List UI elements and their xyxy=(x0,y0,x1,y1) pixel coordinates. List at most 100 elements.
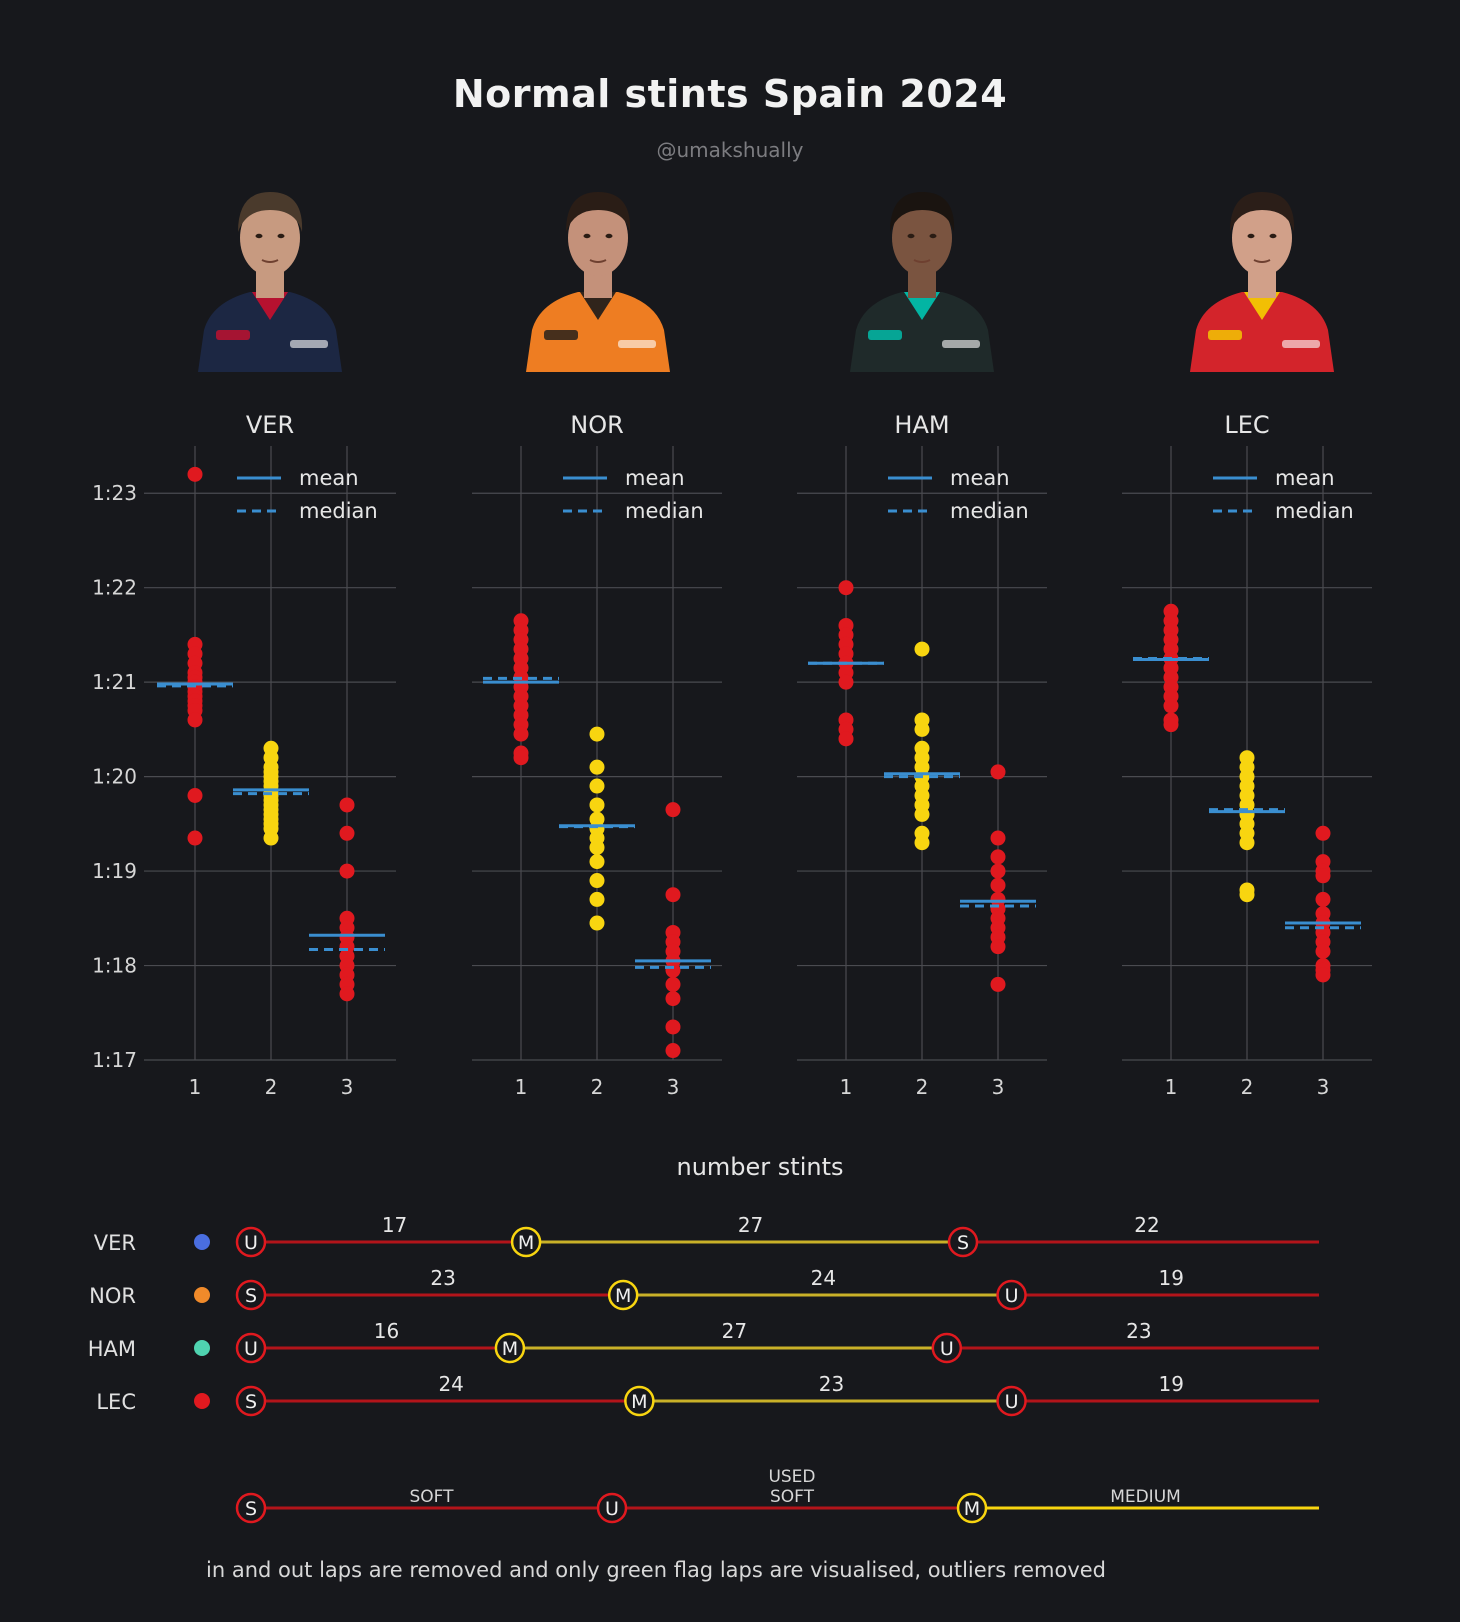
portrait-suit xyxy=(850,292,994,372)
stint-laps-label: 24 xyxy=(438,1372,463,1396)
lap-point xyxy=(589,873,605,889)
lap-point xyxy=(914,721,930,737)
portrait-sponsor-patch xyxy=(1208,330,1242,340)
lap-point xyxy=(187,712,203,728)
x-tick-label: 2 xyxy=(1241,1075,1254,1099)
portrait-sponsor-patch xyxy=(544,330,578,340)
lap-point xyxy=(914,835,930,851)
stint-laps-label: 22 xyxy=(1134,1213,1159,1237)
compound-marker xyxy=(996,1279,1027,1311)
portrait-sponsor-patch xyxy=(618,340,656,348)
lap-point xyxy=(990,830,1006,846)
lap-point xyxy=(513,750,529,766)
portrait-face xyxy=(1232,200,1292,276)
lap-point xyxy=(665,962,681,978)
lap-point xyxy=(990,939,1006,955)
compound-marker xyxy=(510,1226,542,1258)
driver-portrait-ham xyxy=(850,192,994,372)
compound-marker xyxy=(607,1279,639,1311)
lap-point xyxy=(990,849,1006,865)
lap-point xyxy=(1315,891,1331,907)
portrait-eye xyxy=(583,233,591,239)
portrait-sponsor-patch xyxy=(868,330,902,340)
compound-marker-label: M xyxy=(615,1285,631,1307)
x-tick-label: 2 xyxy=(916,1075,929,1099)
portrait-hair xyxy=(1230,192,1295,232)
lap-point xyxy=(990,764,1006,780)
x-tick-label: 3 xyxy=(667,1075,680,1099)
lap-point xyxy=(1163,717,1179,733)
x-tick-label: 3 xyxy=(1317,1075,1330,1099)
chart-panel-ver: VER 1:17 1:18 1:19 1:20 1:21 1:22 1:23 1 2 3 mean me… xyxy=(92,411,396,1099)
stint-row-driver: VER xyxy=(94,1231,136,1255)
legend-mean-label: mean xyxy=(1275,466,1335,490)
stint-laps-label: 16 xyxy=(374,1319,399,1343)
driver-portrait-lec xyxy=(1190,192,1334,372)
portrait-sponsor-patch xyxy=(290,340,328,348)
stint-row-driver: HAM xyxy=(88,1337,136,1361)
panel-title: VER xyxy=(246,411,294,439)
compound-marker xyxy=(947,1226,979,1258)
portrait-sponsor-patch xyxy=(216,330,250,340)
portrait-collar xyxy=(904,292,940,320)
x-tick-label: 1 xyxy=(189,1075,202,1099)
compound-legend-marker xyxy=(235,1492,267,1524)
x-tick-label: 1 xyxy=(515,1075,528,1099)
driver-color-dot xyxy=(194,1287,210,1303)
chart-panel-ham: HAM 1 2 3 mean median xyxy=(797,411,1047,1099)
lap-point xyxy=(513,726,529,742)
stint-laps-label: 23 xyxy=(819,1372,844,1396)
stint-laps-label: 24 xyxy=(811,1266,836,1290)
y-tick-label: 1:22 xyxy=(92,576,137,600)
portrait-hair xyxy=(238,192,303,232)
stint-laps-label: 19 xyxy=(1159,1372,1184,1396)
portrait-suit xyxy=(198,292,342,372)
stint-laps-label: 27 xyxy=(722,1319,747,1343)
driver-color-dot xyxy=(194,1340,210,1356)
lap-point xyxy=(838,731,854,747)
compound-marker-label: M xyxy=(502,1338,518,1360)
portrait-mouth xyxy=(913,259,931,263)
lap-point xyxy=(589,797,605,813)
lap-point xyxy=(263,830,279,846)
driver-color-dot xyxy=(194,1393,210,1409)
portrait-eye xyxy=(277,233,285,239)
lap-point xyxy=(990,877,1006,893)
stint-row-driver: NOR xyxy=(89,1284,136,1308)
lap-point xyxy=(990,863,1006,879)
portrait-face xyxy=(568,200,628,276)
portrait-eye xyxy=(907,233,915,239)
portrait-face xyxy=(892,200,952,276)
lap-point xyxy=(665,976,681,992)
x-tick-label: 3 xyxy=(992,1075,1005,1099)
compound-marker-label: S xyxy=(245,1391,257,1413)
compound-marker-label: U xyxy=(244,1232,258,1254)
chart-panel-nor: NOR 1 2 3 mean median xyxy=(472,411,722,1099)
stint-bars-title: number stints xyxy=(676,1153,843,1181)
lap-point xyxy=(589,915,605,931)
x-tick-label: 2 xyxy=(591,1075,604,1099)
compound-marker-label: M xyxy=(518,1232,534,1254)
lap-point xyxy=(589,778,605,794)
stint-laps-label: 23 xyxy=(430,1266,455,1290)
stint-row-driver: LEC xyxy=(96,1390,136,1414)
stint-laps-label: 23 xyxy=(1126,1319,1151,1343)
lap-point xyxy=(589,891,605,907)
compound-legend-label: SOFT xyxy=(770,1487,815,1507)
portrait-suit xyxy=(526,292,670,372)
compound-marker-label: M xyxy=(631,1391,647,1413)
lap-point xyxy=(589,726,605,742)
stint-laps-label: 17 xyxy=(382,1213,407,1237)
lap-point xyxy=(339,986,355,1002)
lap-point xyxy=(589,839,605,855)
panel-title: NOR xyxy=(570,411,624,439)
portrait-hair xyxy=(890,192,955,232)
stint-row-ver: VER 17 27 22 U M S xyxy=(94,1213,1319,1258)
lap-point xyxy=(838,580,854,596)
compound-marker-label: U xyxy=(1005,1391,1019,1413)
x-tick-label: 2 xyxy=(265,1075,278,1099)
lap-point xyxy=(187,830,203,846)
compound-marker-label: M xyxy=(964,1498,980,1520)
stint-laps-label: 27 xyxy=(738,1213,763,1237)
